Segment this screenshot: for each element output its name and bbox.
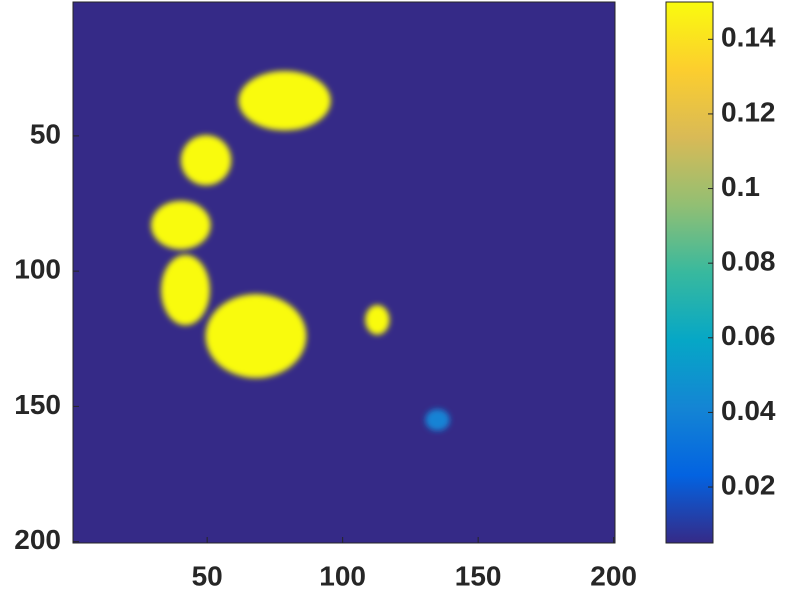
blob [238,70,331,131]
blob [425,409,450,431]
y-tick-label: 150 [14,389,61,420]
colorbar-tick-label: 0.1 [721,171,760,202]
colorbar [665,1,714,544]
colorbar-tick-label: 0.12 [721,96,776,127]
y-tick-label: 100 [14,254,61,285]
x-tick-label: 50 [192,560,223,591]
x-tick-label: 100 [319,560,366,591]
colorbar-tick-label: 0.14 [721,22,776,53]
colorbar-tick-label: 0.04 [721,395,776,426]
blob [205,294,307,378]
blob [180,135,232,186]
colorbar-tick-label: 0.08 [721,246,776,277]
x-tick-label: 150 [455,560,502,591]
y-tick-label: 200 [14,524,61,555]
image [73,2,615,543]
colorbar-tick-label: 0.02 [721,469,776,500]
axes-frame [72,1,616,544]
blob [161,254,210,326]
x-tick-label: 200 [590,560,637,591]
colorbar-tick-label: 0.06 [721,320,776,351]
blob [365,304,390,335]
blobs [151,70,450,431]
y-tick-label: 50 [30,118,61,149]
blob [151,200,211,250]
image-background [73,2,615,543]
